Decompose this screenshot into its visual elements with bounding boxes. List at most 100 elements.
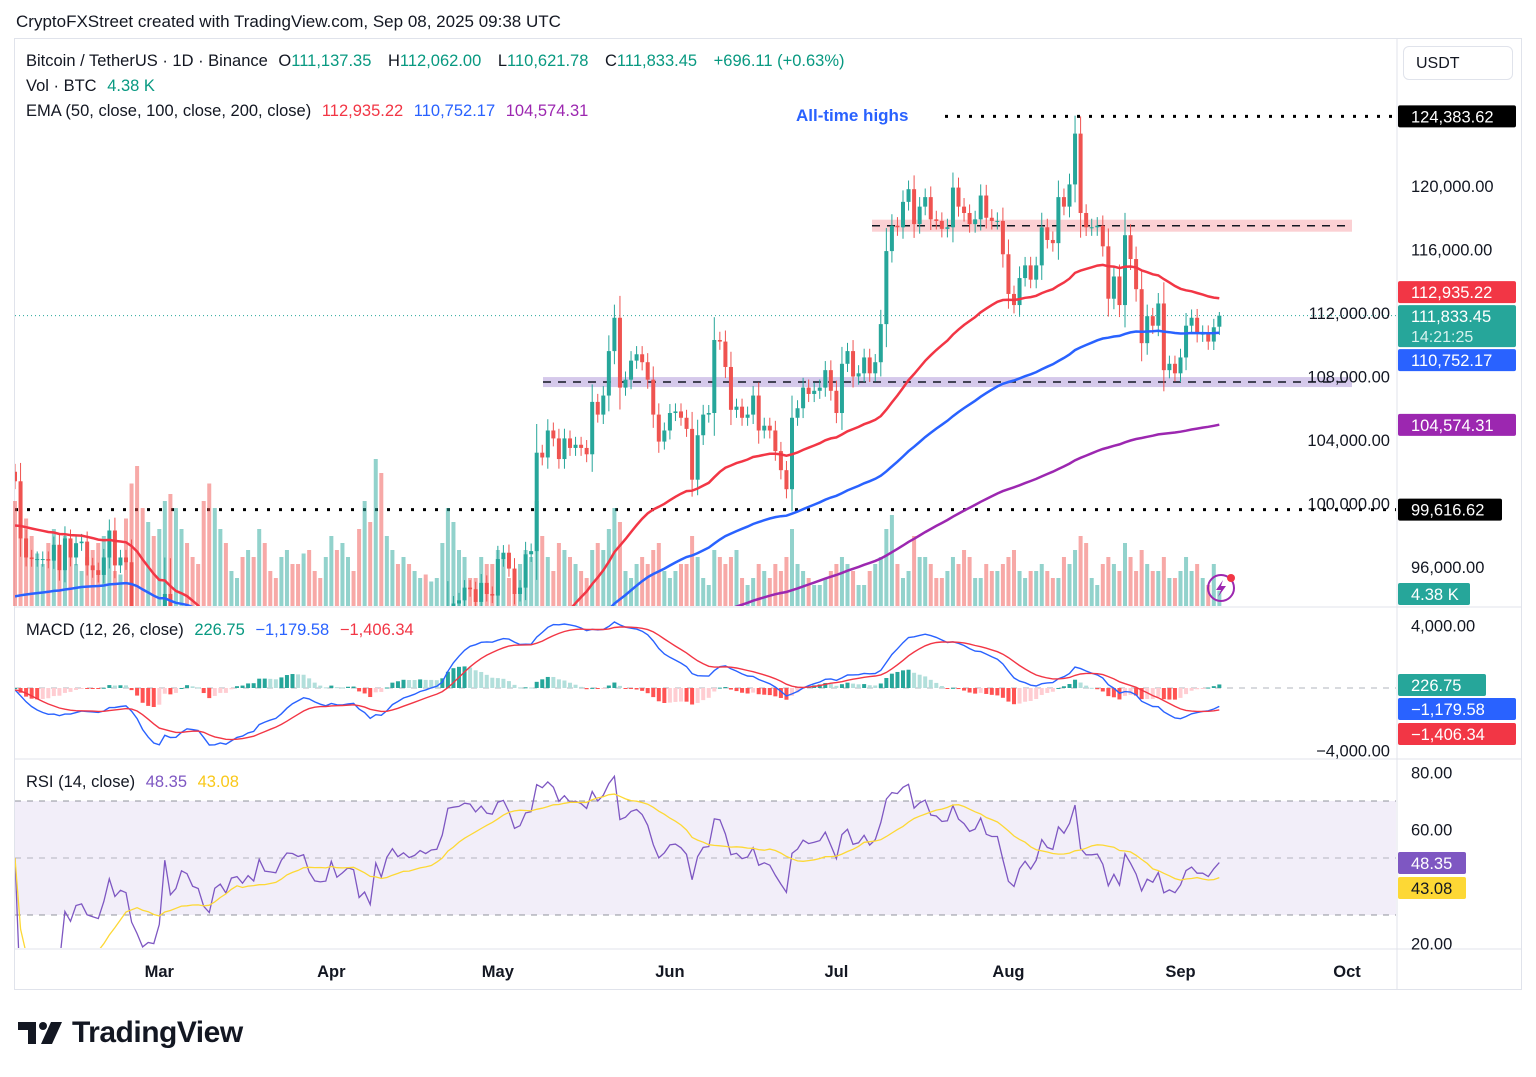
candle bbox=[989, 209, 994, 230]
candle-body bbox=[162, 593, 167, 606]
candle-body bbox=[540, 452, 545, 458]
volume-bar bbox=[162, 501, 167, 606]
candle-body bbox=[174, 707, 178, 724]
tradingview-logo[interactable]: TradingView bbox=[18, 1016, 243, 1050]
candle bbox=[590, 384, 595, 472]
volume-bar bbox=[284, 550, 289, 606]
macd-histogram-bar bbox=[1095, 688, 1100, 690]
rsi-label[interactable]: RSI (14, close) bbox=[26, 773, 136, 791]
candle-body bbox=[1161, 303, 1166, 371]
volume-bar bbox=[967, 557, 972, 606]
macd-histogram-bar bbox=[573, 684, 578, 688]
macd-histogram-bar bbox=[1100, 688, 1105, 692]
candle-body bbox=[845, 351, 850, 364]
candle-body bbox=[79, 541, 84, 544]
volume-bar bbox=[412, 571, 417, 606]
candle-body bbox=[1100, 225, 1105, 247]
volume-bar bbox=[85, 557, 90, 606]
volume-bar bbox=[240, 557, 245, 606]
candle-body bbox=[185, 653, 189, 664]
candle bbox=[573, 436, 578, 456]
macd-histogram-bar bbox=[395, 681, 400, 688]
candle bbox=[978, 184, 983, 231]
volume-bar bbox=[1034, 571, 1039, 606]
macd-histogram-bar bbox=[984, 688, 989, 694]
change-value: +696.11 (+0.63%) bbox=[713, 52, 845, 70]
candle-body bbox=[950, 187, 955, 228]
candle-body bbox=[901, 201, 905, 228]
candle bbox=[162, 557, 167, 606]
candle bbox=[1217, 312, 1222, 335]
volume-bar bbox=[451, 522, 456, 606]
rsi-ma-line bbox=[15, 793, 1220, 948]
macd-histogram-bar bbox=[967, 688, 972, 693]
price-tag-bg bbox=[1398, 349, 1516, 372]
macd-histogram-bar bbox=[601, 688, 606, 689]
volume-bar bbox=[68, 553, 73, 606]
macd-label[interactable]: MACD (12, 26, close) bbox=[26, 621, 184, 639]
volume-bar bbox=[1195, 564, 1200, 606]
volume-bar bbox=[1089, 578, 1094, 606]
macd-histogram-bar bbox=[701, 688, 706, 701]
macd-histogram-bar bbox=[390, 682, 395, 688]
candle-body bbox=[934, 219, 939, 221]
macd-histogram-bar bbox=[434, 680, 439, 688]
candle bbox=[402, 742, 406, 769]
candle-body bbox=[68, 538, 73, 558]
candle bbox=[473, 581, 478, 606]
candle bbox=[617, 295, 622, 410]
volume-bar bbox=[978, 578, 983, 606]
candle-body bbox=[573, 444, 578, 448]
macd-histogram-bar bbox=[346, 686, 350, 688]
candle bbox=[1095, 217, 1100, 236]
candle bbox=[335, 724, 339, 795]
macd-histogram-bar bbox=[268, 678, 273, 688]
macd-histogram-bar bbox=[51, 688, 56, 697]
price-tag-bg bbox=[1398, 281, 1516, 304]
price-tick-label: 96,000.00 bbox=[1411, 559, 1484, 577]
candle bbox=[90, 557, 95, 578]
candle bbox=[174, 699, 178, 733]
volume-bar bbox=[151, 536, 156, 606]
symbol-title[interactable]: Bitcoin / TetherUS · 1D · Binance bbox=[26, 52, 268, 70]
candle bbox=[1150, 307, 1155, 334]
macd-tag-bg bbox=[1398, 698, 1516, 720]
rsi-ma-value: 43.08 bbox=[197, 773, 239, 791]
volume-bar bbox=[801, 571, 806, 606]
macd-histogram-bar bbox=[379, 688, 384, 692]
volume-bar bbox=[223, 543, 228, 606]
candle bbox=[1117, 264, 1122, 318]
volume-bar bbox=[728, 557, 733, 606]
macd-histogram-bar bbox=[323, 687, 328, 689]
ema-label[interactable]: EMA (50, close, 100, close, 200, close) bbox=[26, 102, 312, 120]
volume-bar bbox=[939, 578, 944, 606]
candle bbox=[867, 348, 872, 383]
currency-selector[interactable]: USDT bbox=[1403, 46, 1513, 80]
candle-body bbox=[945, 227, 950, 229]
macd-histogram-bar bbox=[1156, 688, 1161, 697]
volume-bar bbox=[973, 578, 978, 606]
open-value: 111,137.35 bbox=[291, 52, 372, 70]
candle-body bbox=[18, 481, 23, 539]
macd-histogram-bar bbox=[190, 686, 195, 688]
candle bbox=[85, 531, 90, 576]
volume-bar bbox=[834, 564, 839, 606]
candle-body bbox=[1184, 325, 1189, 358]
macd-histogram-bar bbox=[212, 688, 217, 696]
candle bbox=[540, 444, 545, 466]
macd-histogram-bar bbox=[1167, 688, 1172, 700]
price-tag: 110,752.17 bbox=[1411, 352, 1492, 370]
macd-histogram-bar bbox=[606, 685, 611, 688]
macd-histogram-bar bbox=[506, 681, 511, 688]
macd-histogram-bar bbox=[29, 688, 34, 699]
low-value: 110,621.78 bbox=[507, 52, 589, 70]
candle-body bbox=[1217, 315, 1222, 327]
candle-body bbox=[402, 750, 406, 763]
candle-body bbox=[1145, 316, 1150, 344]
candle bbox=[756, 382, 761, 444]
candle bbox=[1161, 282, 1166, 392]
volume-bar bbox=[490, 564, 495, 606]
macd-histogram-bar bbox=[296, 674, 301, 688]
volume-label[interactable]: Vol · BTC bbox=[26, 77, 97, 95]
